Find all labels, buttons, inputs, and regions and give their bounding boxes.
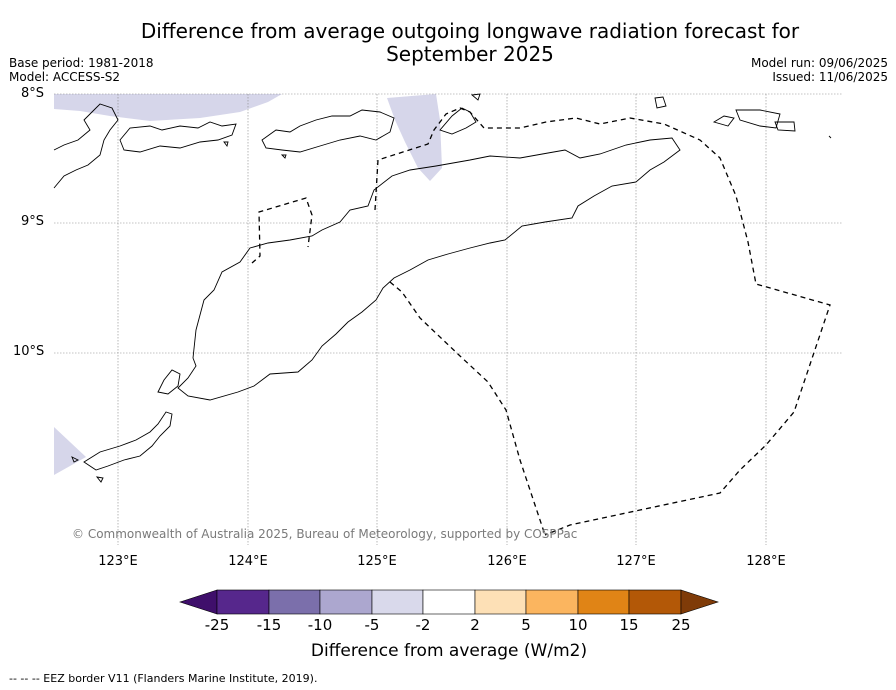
model-run: Model run: 09/06/2025 bbox=[750, 56, 888, 70]
map-panel bbox=[53, 93, 843, 545]
colorbar-label: Difference from average (W/m2) bbox=[310, 641, 588, 661]
colorbar-bin-2 bbox=[268, 589, 321, 615]
copyright-notice: © Commonwealth of Australia 2025, Bureau… bbox=[72, 527, 578, 541]
lat-label-8s: 8°S bbox=[21, 86, 45, 101]
coastline-islet-5 bbox=[470, 93, 481, 101]
meta-right: Model run: 09/06/2025 Issued: 11/06/2025 bbox=[751, 56, 888, 84]
colorbar-tick: -25 bbox=[204, 616, 230, 634]
colorbar-bin-8 bbox=[577, 589, 630, 615]
coastline-rote bbox=[157, 369, 181, 395]
map-title-line-2: September 2025 bbox=[386, 42, 554, 66]
eez-legend-note: -- -- -- EEZ border V11 (Flanders Marine… bbox=[9, 672, 318, 685]
coastline-savu bbox=[83, 411, 173, 471]
coastline-wetar bbox=[439, 107, 477, 135]
lat-label-10s: 10°S bbox=[13, 344, 45, 359]
colorbar-bin-4 bbox=[371, 589, 424, 615]
colorbar-tick: 5 bbox=[521, 616, 531, 634]
colorbar-tick: 2 bbox=[470, 616, 480, 634]
lon-label-125e: 125°E bbox=[357, 554, 397, 569]
colorbar-tick: -2 bbox=[415, 616, 431, 634]
lat-label-9s: 9°S bbox=[21, 214, 45, 229]
coastline-islet-3 bbox=[735, 109, 781, 129]
lon-label-126e: 126°E bbox=[487, 554, 527, 569]
coastline-flores bbox=[119, 121, 237, 153]
coastline-flores-west bbox=[53, 103, 119, 189]
coastline-islet-9 bbox=[223, 141, 229, 148]
colorbar-bin-7 bbox=[525, 589, 579, 615]
colorbar-tick: -10 bbox=[307, 616, 333, 634]
colorbar bbox=[179, 589, 719, 615]
eez-border-timor-south bbox=[389, 281, 546, 536]
lon-label-127e: 127°E bbox=[616, 554, 656, 569]
colorbar-bin-1 bbox=[216, 589, 270, 615]
anomaly-patch-nw bbox=[54, 94, 282, 121]
model-name: Model: ACCESS-S2 bbox=[9, 70, 121, 84]
issued-date: Issued: 11/06/2025 bbox=[772, 70, 888, 84]
colorbar-tick: 10 bbox=[568, 616, 588, 634]
colorbar-tick: -15 bbox=[256, 616, 282, 634]
colorbar-bin-3 bbox=[319, 589, 373, 615]
eez-border-timor-north bbox=[374, 107, 831, 536]
colorbar-bin-5 bbox=[422, 589, 476, 615]
coastline-islet-6 bbox=[828, 135, 832, 139]
colorbar-tick: -5 bbox=[364, 616, 380, 634]
colorbar-tick: 25 bbox=[671, 616, 691, 634]
gridlines bbox=[54, 93, 843, 545]
anomaly-patch-north bbox=[387, 94, 442, 181]
anomaly-patch-sw bbox=[54, 427, 86, 475]
coastline-islet-1 bbox=[654, 96, 667, 109]
coastline-islet-10 bbox=[280, 154, 287, 159]
meta-left: Base period: 1981-2018 Model: ACCESS-S2 bbox=[9, 56, 154, 84]
base-period: Base period: 1981-2018 bbox=[9, 56, 154, 70]
eez-border-oecusse bbox=[251, 197, 313, 264]
coastline-timor bbox=[177, 137, 681, 401]
lon-label-123e: 123°E bbox=[98, 554, 138, 569]
map-title: Difference from average outgoing longwav… bbox=[90, 20, 850, 66]
coastline-islet-4 bbox=[774, 121, 796, 132]
lon-label-128e: 128°E bbox=[746, 554, 786, 569]
coastline-islet-7 bbox=[71, 456, 80, 463]
coastline-alor bbox=[261, 109, 395, 153]
colorbar-bin-6 bbox=[474, 589, 527, 615]
coastline-islet-8 bbox=[95, 476, 104, 483]
map-frame bbox=[54, 94, 843, 545]
map-title-line-1: Difference from average outgoing longwav… bbox=[140, 19, 800, 43]
eez-borders bbox=[251, 107, 831, 536]
lon-label-124e: 124°E bbox=[228, 554, 268, 569]
colorbar-extend-low bbox=[179, 589, 218, 615]
colorbar-bin-9 bbox=[628, 589, 682, 615]
colorbar-tick: 15 bbox=[619, 616, 639, 634]
coastline-islet-2 bbox=[712, 115, 735, 127]
coastlines bbox=[53, 93, 832, 483]
colorbar-extend-high bbox=[680, 589, 719, 615]
